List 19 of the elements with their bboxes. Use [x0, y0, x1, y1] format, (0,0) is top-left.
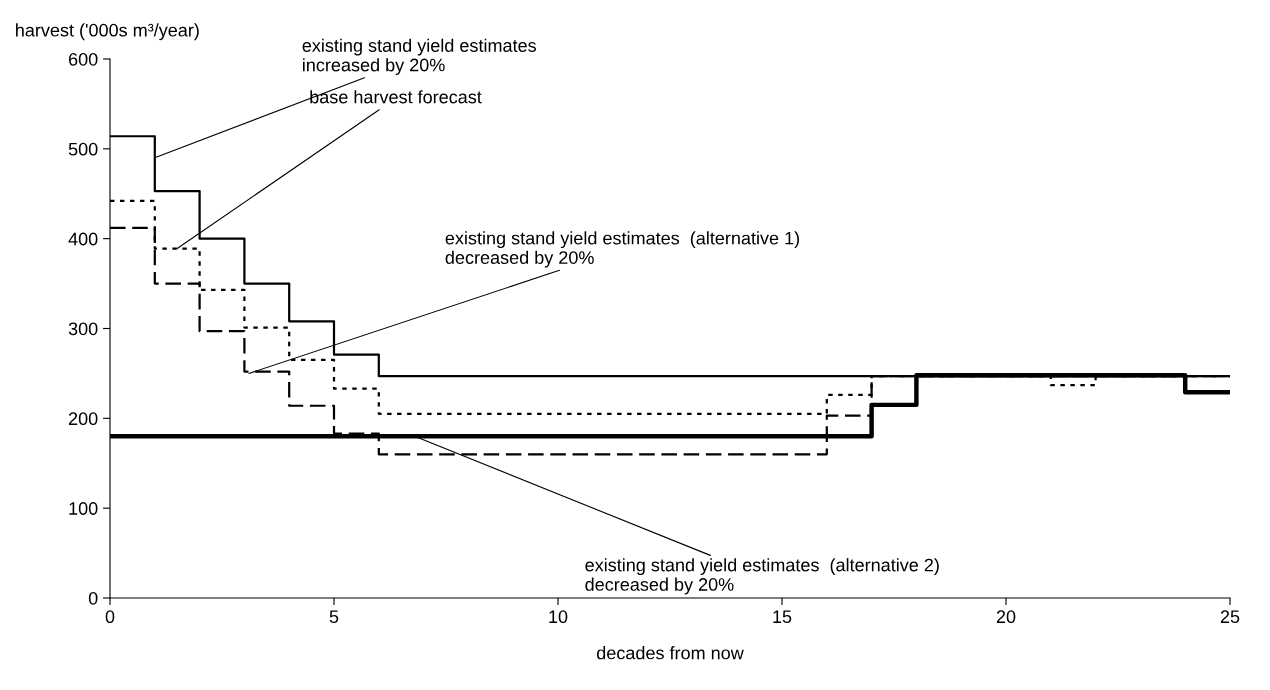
- x-axis-title: decades from now: [597, 646, 744, 660]
- x-tick-label: 20: [996, 610, 1016, 624]
- y-tick-label: 100: [69, 502, 98, 515]
- x-tick-label: 10: [549, 610, 568, 624]
- y-tick-label: 200: [68, 412, 98, 426]
- annotation: existing stand yield estimates increased by 20%: [302, 38, 536, 75]
- x-tick-label: 15: [773, 610, 792, 624]
- y-tick-label: 400: [68, 232, 98, 246]
- y-tick-label: 300: [68, 322, 98, 336]
- x-tick-label: 25: [1220, 610, 1240, 624]
- annotation: base harvest forecast: [310, 90, 482, 104]
- y-tick-label: 600: [68, 52, 98, 66]
- x-tick-label: 5: [329, 610, 339, 624]
- x-tick-label: 0: [105, 610, 115, 624]
- annotation: existing stand yield estimates (alternative 2) decreased by 20%: [585, 558, 939, 595]
- y-tick-label: 0: [88, 591, 98, 605]
- y-axis-title: harvest ('000s m³/year): [16, 23, 199, 41]
- annotation: existing stand yield estimates (alternative 1) decreased by 20%: [445, 231, 800, 268]
- y-tick-label: 500: [68, 142, 98, 156]
